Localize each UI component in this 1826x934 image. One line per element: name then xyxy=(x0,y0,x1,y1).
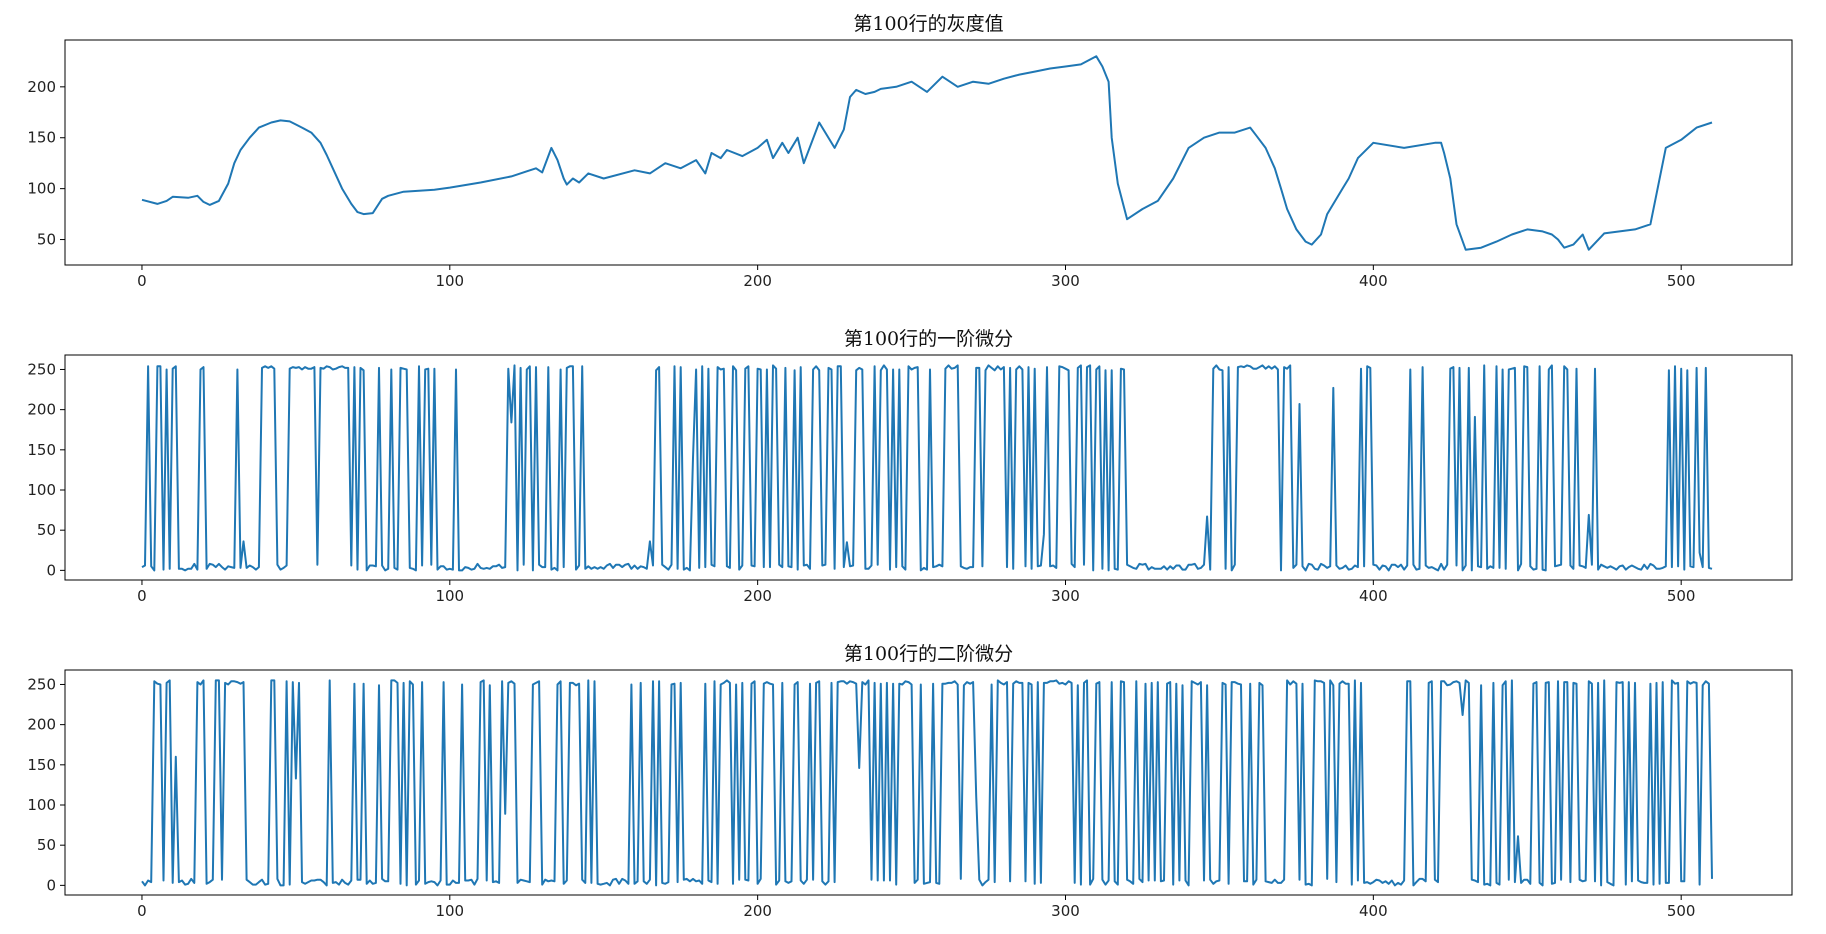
x-tick-label: 100 xyxy=(435,272,464,290)
chart-title: 第100行的一阶微分 xyxy=(844,328,1013,350)
x-tick-label: 400 xyxy=(1359,587,1388,605)
y-tick-label: 0 xyxy=(46,561,56,579)
y-tick-label: 100 xyxy=(27,796,56,814)
x-tick-label: 400 xyxy=(1359,902,1388,920)
x-tick-label: 200 xyxy=(743,902,772,920)
y-tick-label: 50 xyxy=(37,521,56,539)
x-tick-label: 100 xyxy=(435,902,464,920)
chart-title: 第100行的灰度值 xyxy=(853,13,1003,35)
x-tick-label: 0 xyxy=(137,587,147,605)
chart-title: 第100行的二阶微分 xyxy=(844,643,1013,665)
y-tick-label: 150 xyxy=(27,441,56,459)
series-line xyxy=(141,55,1713,251)
y-tick-label: 0 xyxy=(46,876,56,894)
x-tick-label: 200 xyxy=(743,587,772,605)
x-tick-label: 500 xyxy=(1667,902,1696,920)
y-tick-label: 150 xyxy=(27,129,56,147)
x-tick-label: 500 xyxy=(1667,272,1696,290)
y-tick-label: 200 xyxy=(27,78,56,96)
y-tick-label: 100 xyxy=(27,481,56,499)
axes-frame xyxy=(64,669,1793,896)
y-tick-label: 200 xyxy=(27,401,56,419)
x-tick-label: 500 xyxy=(1667,587,1696,605)
y-tick-label: 250 xyxy=(27,360,56,378)
panel-second-derivative: 第100行的二阶微分 0 100 200 300 400 500 0 50 100 150 200 25… xyxy=(27,643,1793,920)
x-tick-label: 100 xyxy=(435,587,464,605)
x-tick-label: 300 xyxy=(1051,272,1080,290)
axes-frame xyxy=(64,354,1793,581)
y-tick-label: 50 xyxy=(37,836,56,854)
panel-grayscale: 第100行的灰度值 0 100 200 300 400 500 50 100 150 200 xyxy=(27,13,1793,290)
x-tick-label: 0 xyxy=(137,902,147,920)
series-line xyxy=(141,679,1713,887)
x-tick-label: 0 xyxy=(137,272,147,290)
y-tick-label: 250 xyxy=(27,675,56,693)
y-tick-label: 50 xyxy=(37,231,56,249)
x-tick-label: 400 xyxy=(1359,272,1388,290)
x-tick-label: 200 xyxy=(743,272,772,290)
panel-first-derivative: 第100行的一阶微分 0 100 200 300 400 500 0 50 100 150 200 25… xyxy=(27,328,1793,605)
axes-frame xyxy=(64,39,1793,266)
y-tick-label: 100 xyxy=(27,180,56,198)
y-tick-label: 200 xyxy=(27,716,56,734)
x-tick-label: 300 xyxy=(1051,587,1080,605)
x-tick-label: 300 xyxy=(1051,902,1080,920)
y-tick-label: 150 xyxy=(27,756,56,774)
series-line xyxy=(141,364,1713,572)
